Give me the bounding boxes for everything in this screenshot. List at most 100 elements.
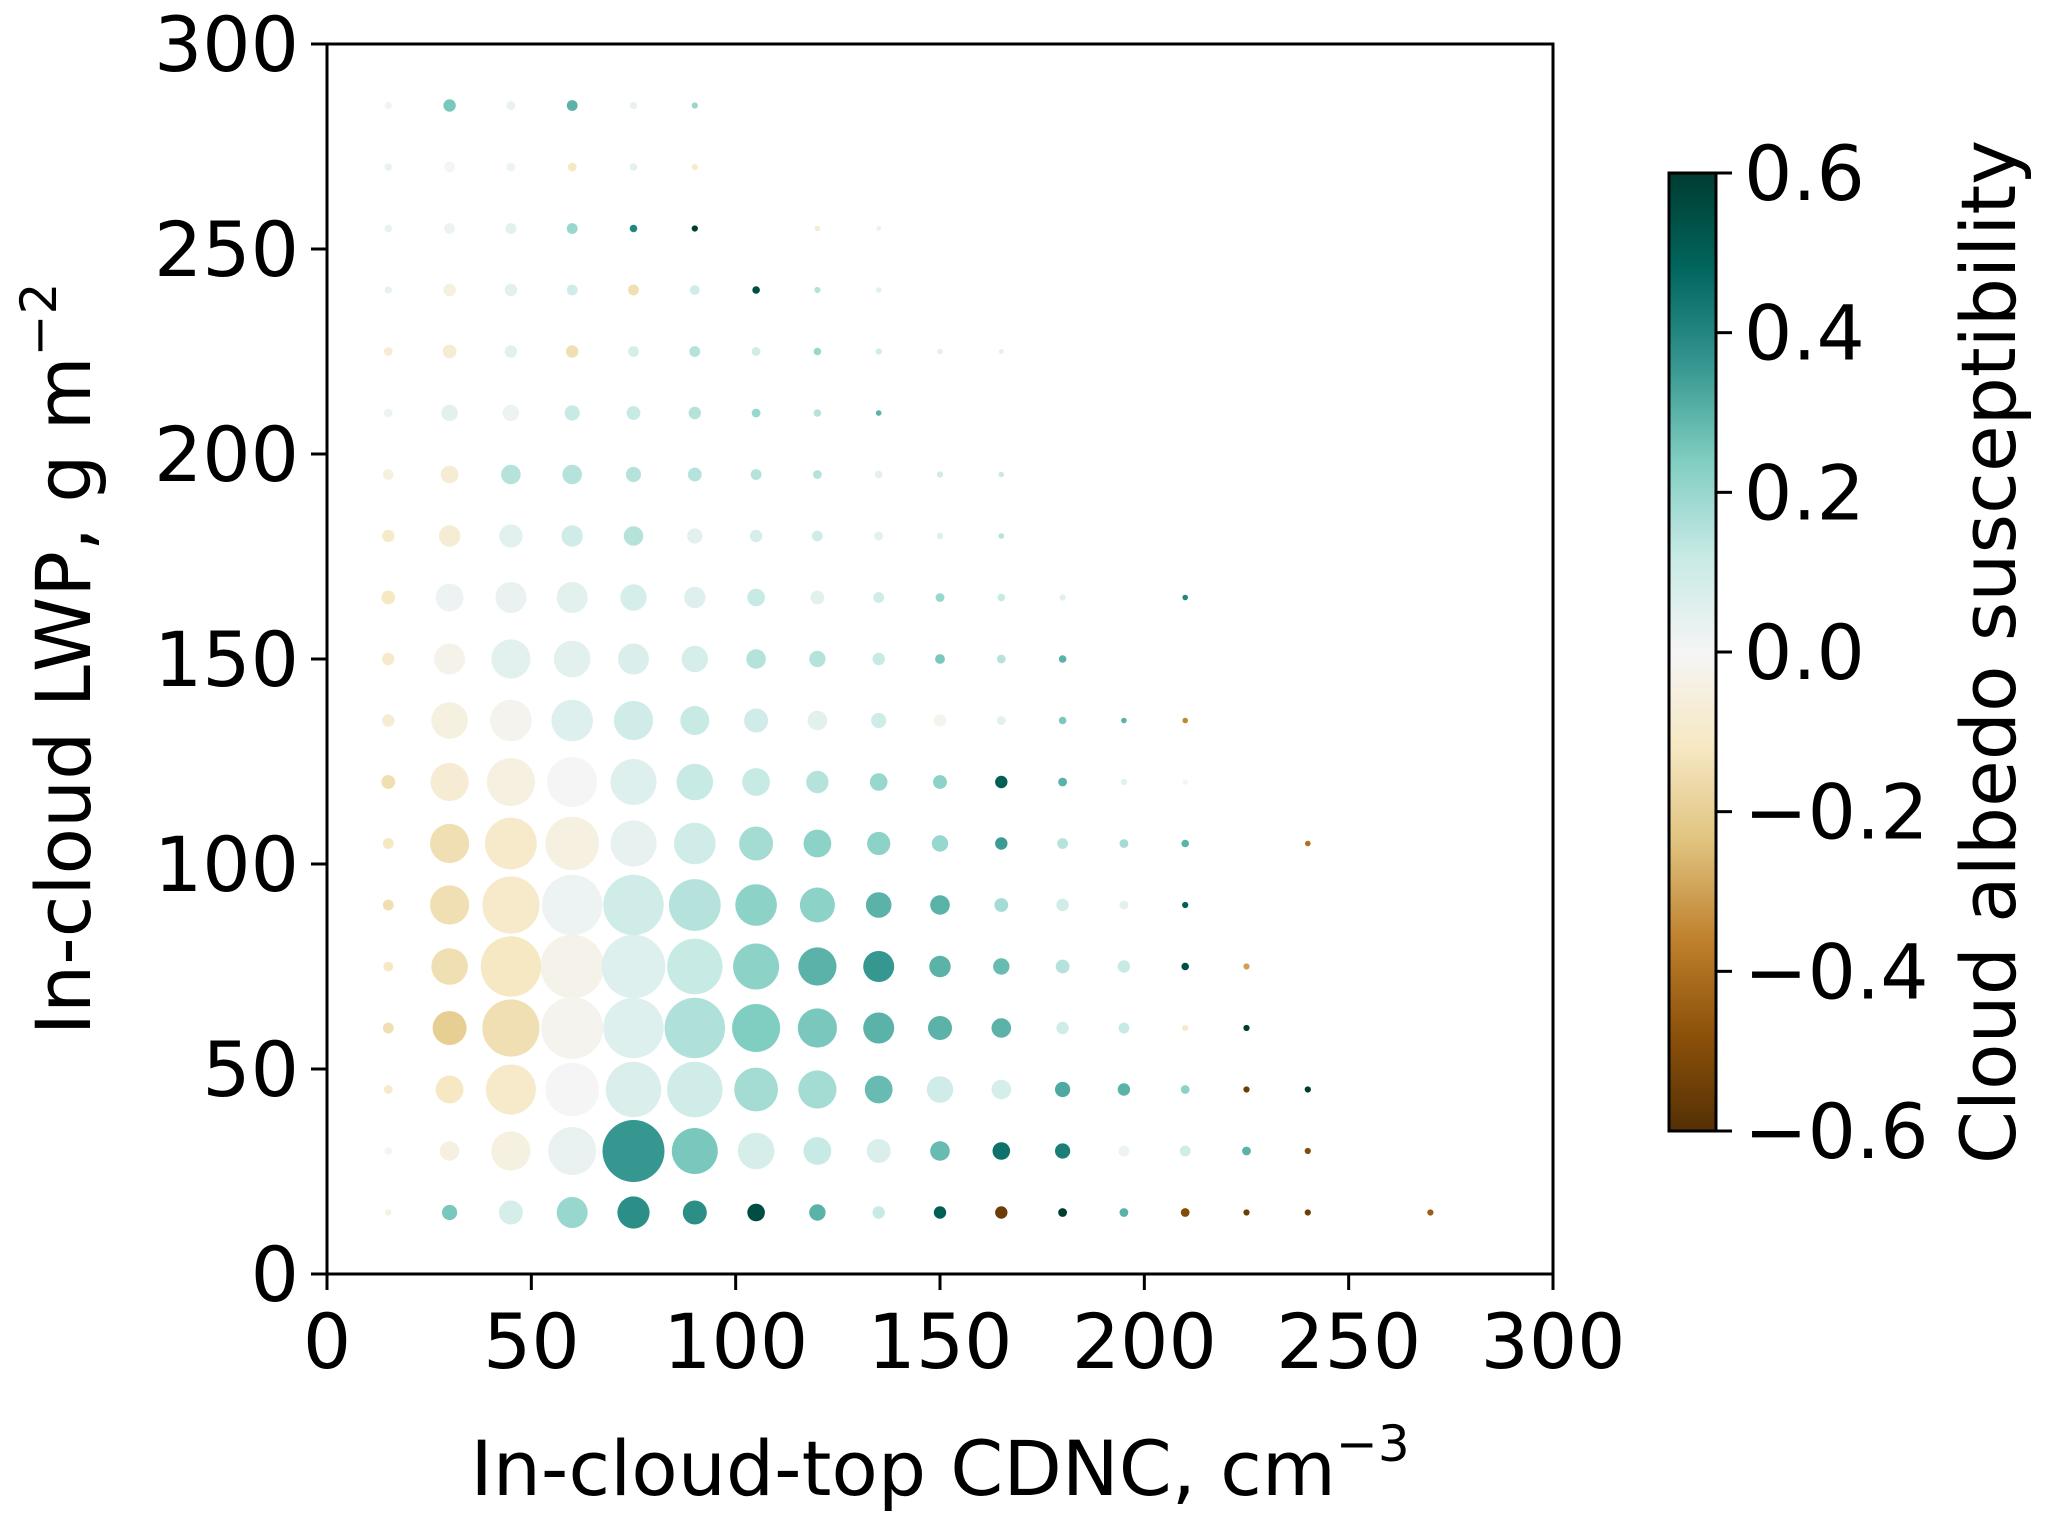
data-point — [1182, 717, 1188, 724]
data-point — [432, 1011, 467, 1045]
data-point — [382, 652, 395, 666]
x-tick-label: 250 — [1276, 1297, 1421, 1386]
y-axis-label: In-cloud LWP, g m−2 — [10, 283, 108, 1036]
data-point — [929, 955, 951, 978]
data-point — [1304, 1147, 1311, 1155]
data-point — [485, 1064, 536, 1115]
data-point — [444, 161, 455, 173]
data-point — [384, 286, 393, 294]
data-point — [504, 345, 518, 358]
x-axis-label: In-cloud-top CDNC, cm−3 — [470, 1415, 1409, 1513]
data-point — [625, 466, 642, 483]
data-point — [566, 100, 578, 111]
colorbar-tick-label: 0.0 — [1744, 608, 1865, 697]
data-point — [1055, 1143, 1071, 1159]
y-tick-label: 0 — [251, 1230, 299, 1319]
data-point — [688, 406, 701, 420]
data-point — [998, 471, 1005, 478]
data-point — [682, 1200, 707, 1225]
y-axis-label-exponent: −2 — [10, 283, 68, 357]
data-point — [936, 532, 944, 540]
y-tick-label: 250 — [154, 205, 299, 294]
colorbar-label: Cloud albedo susceptibility — [1944, 140, 2033, 1164]
data-point — [382, 529, 395, 543]
data-point — [1182, 594, 1188, 601]
data-point — [871, 712, 887, 729]
data-point — [874, 531, 884, 541]
data-point — [691, 102, 698, 109]
data-point — [443, 283, 456, 297]
x-tick-label: 100 — [663, 1297, 808, 1386]
data-point — [863, 951, 895, 982]
data-point — [935, 654, 945, 664]
data-point — [485, 817, 537, 870]
data-point — [601, 934, 666, 999]
data-point — [553, 640, 591, 678]
data-point — [1058, 777, 1067, 787]
data-point — [629, 163, 638, 171]
data-point — [1243, 1024, 1250, 1032]
data-point — [628, 346, 639, 357]
data-point — [875, 410, 882, 416]
data-point — [629, 101, 638, 110]
data-point — [561, 525, 583, 547]
data-point — [1304, 1209, 1311, 1216]
data-point — [803, 829, 832, 858]
data-point — [1305, 840, 1311, 847]
data-point — [1117, 960, 1131, 973]
data-point — [610, 759, 657, 805]
data-point — [566, 284, 578, 296]
data-point — [930, 895, 950, 915]
data-point — [681, 645, 708, 673]
data-point — [813, 409, 822, 417]
data-point — [434, 643, 466, 675]
data-point — [872, 652, 885, 666]
data-point — [556, 582, 588, 613]
data-point — [1119, 1208, 1129, 1217]
data-point — [996, 654, 1006, 664]
data-point — [491, 1131, 531, 1171]
data-point — [869, 773, 888, 791]
data-point — [384, 163, 393, 171]
data-point — [430, 762, 469, 802]
data-point — [732, 1004, 781, 1052]
data-point — [566, 223, 578, 234]
data-point — [384, 1147, 393, 1155]
data-point — [865, 892, 892, 918]
colorbar-tick-label: 0.6 — [1744, 129, 1865, 218]
data-point — [431, 948, 468, 985]
data-point — [809, 1204, 826, 1221]
data-point — [439, 1141, 460, 1161]
data-point — [502, 404, 520, 422]
data-point — [933, 1206, 947, 1219]
y-tick-label: 100 — [154, 820, 299, 909]
data-point — [490, 699, 532, 742]
data-point — [603, 997, 664, 1059]
data-point — [867, 831, 891, 856]
data-point — [1058, 655, 1067, 663]
data-point — [545, 1062, 599, 1117]
data-point — [798, 947, 837, 986]
data-point — [687, 467, 702, 482]
data-point — [799, 887, 835, 923]
data-point — [506, 162, 516, 172]
data-point — [1242, 1146, 1251, 1156]
data-point — [440, 465, 459, 484]
data-point — [382, 714, 395, 727]
data-point — [751, 408, 761, 418]
data-point — [668, 879, 721, 931]
colorbar-tick-label: 0.4 — [1744, 289, 1865, 378]
data-point — [994, 898, 1009, 912]
data-point — [992, 1142, 1011, 1160]
data-point — [937, 348, 943, 355]
data-point — [504, 283, 518, 297]
data-point — [1118, 1145, 1130, 1157]
data-point — [381, 775, 396, 789]
data-point — [687, 528, 703, 544]
data-point — [814, 286, 821, 294]
x-tick-label: 50 — [483, 1297, 580, 1386]
data-point — [438, 525, 461, 547]
data-point — [813, 347, 822, 356]
data-point — [813, 470, 822, 479]
